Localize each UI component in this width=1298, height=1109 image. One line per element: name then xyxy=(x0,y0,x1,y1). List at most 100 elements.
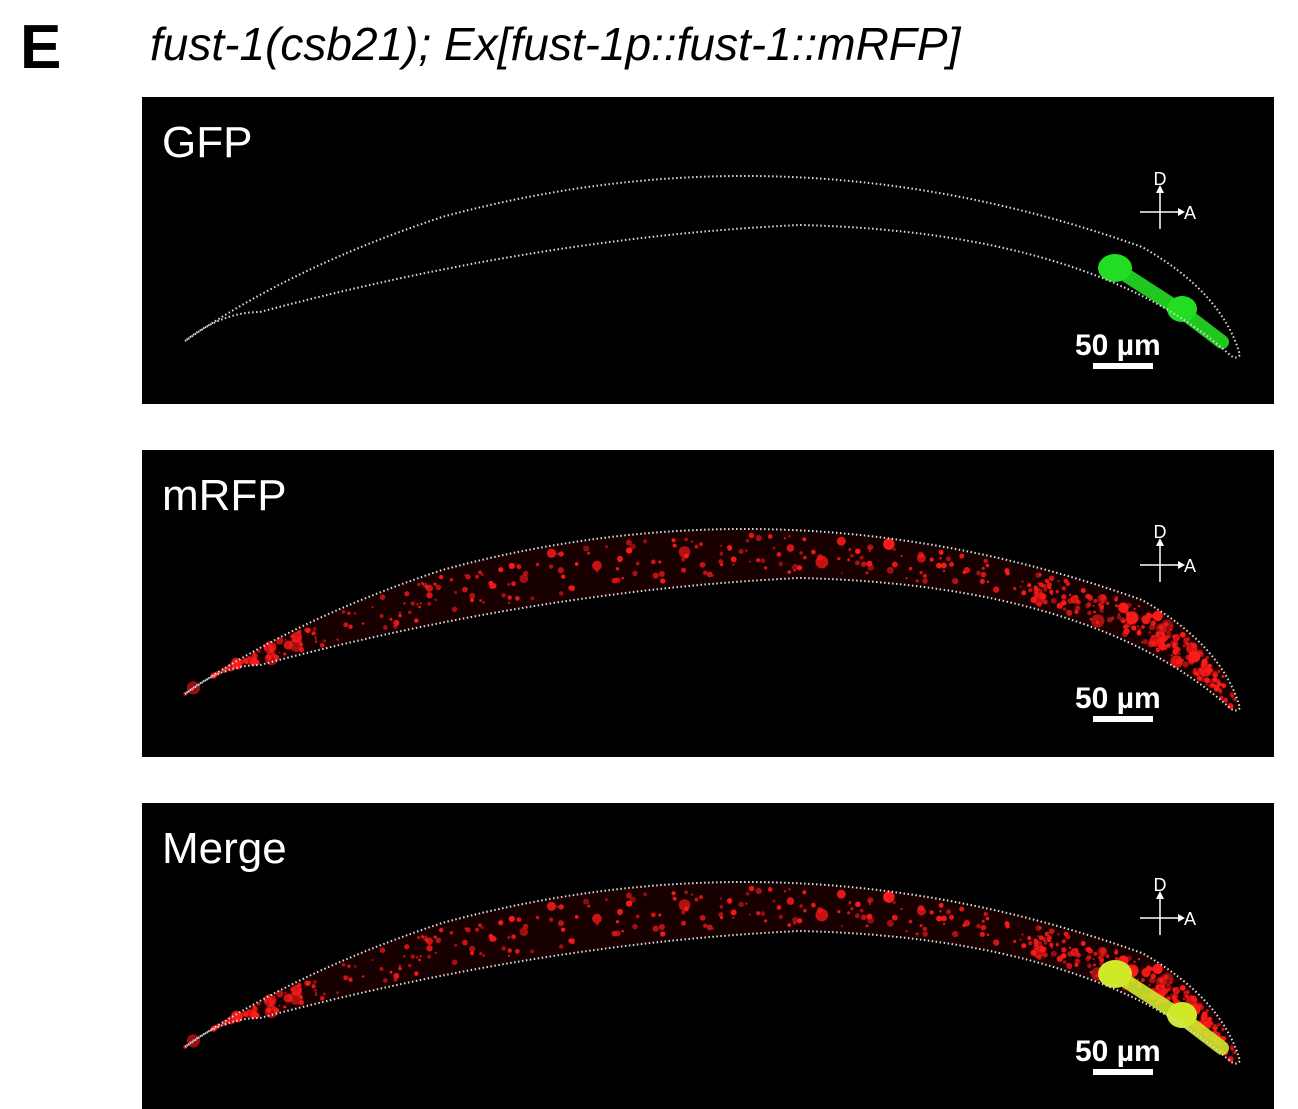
vesicle xyxy=(233,1016,240,1023)
vesicle xyxy=(507,601,511,604)
vesicle xyxy=(1067,951,1073,957)
vesicle xyxy=(1170,654,1174,657)
anterior-label: A xyxy=(1184,556,1196,576)
vesicle xyxy=(1221,674,1225,678)
vesicle xyxy=(1224,697,1227,700)
vesicle xyxy=(680,920,687,926)
vesicle xyxy=(1038,935,1044,941)
vesicle xyxy=(389,970,393,974)
vesicle xyxy=(379,613,384,618)
vesicle xyxy=(1067,598,1073,604)
vesicle xyxy=(1050,946,1054,949)
vesicle xyxy=(1133,607,1136,610)
vesicle xyxy=(1213,673,1218,678)
vesicle xyxy=(1043,588,1048,592)
vesicle xyxy=(1170,993,1176,999)
vesicle xyxy=(1193,668,1197,671)
panel-letter: E xyxy=(20,13,61,82)
vesicle xyxy=(939,556,942,560)
vesicle xyxy=(840,925,843,928)
vesicle xyxy=(507,582,511,587)
vesicle xyxy=(859,908,864,913)
vesicle xyxy=(398,964,401,967)
vesicle xyxy=(322,639,327,643)
vesicle xyxy=(1230,1047,1235,1052)
vesicle xyxy=(341,610,346,614)
vesicle xyxy=(1137,631,1142,636)
vesicle xyxy=(1044,578,1050,584)
vesicle xyxy=(427,954,432,959)
vesicle xyxy=(1221,1027,1225,1031)
vesicle xyxy=(718,559,724,565)
vesicle xyxy=(621,929,624,933)
vesicle xyxy=(247,1009,253,1015)
vesicle xyxy=(404,591,410,597)
vesicle xyxy=(587,904,591,908)
vesicle xyxy=(719,904,724,909)
vesicle xyxy=(347,964,351,968)
worm xyxy=(183,881,1240,1064)
channel-label: GFP xyxy=(162,118,252,167)
vesicle xyxy=(848,547,852,552)
vesicle xyxy=(936,562,943,569)
vesicle xyxy=(1212,684,1216,688)
vesicle xyxy=(454,943,458,947)
vesicle xyxy=(796,918,803,924)
vesicle xyxy=(772,546,776,550)
vesicle xyxy=(658,923,665,930)
vesicle xyxy=(1036,941,1043,948)
vesicle xyxy=(508,915,515,923)
vesicle xyxy=(629,896,636,903)
vesicle xyxy=(672,543,677,548)
vesicle xyxy=(1205,1009,1209,1013)
anterior-label: A xyxy=(1184,203,1196,223)
vesicle xyxy=(283,1005,287,1009)
vesicle xyxy=(799,551,803,555)
vesicle xyxy=(1021,933,1024,936)
vesicle xyxy=(1057,580,1060,583)
vesicle xyxy=(1037,949,1040,952)
vesicle xyxy=(1042,952,1048,958)
vesicle xyxy=(247,656,253,662)
vesicle xyxy=(252,657,258,663)
vesicle xyxy=(727,899,732,904)
vesicle xyxy=(480,925,484,930)
vesicle xyxy=(658,560,662,564)
vesicle xyxy=(592,913,602,924)
vesicle xyxy=(684,537,688,542)
vesicle xyxy=(732,563,735,566)
vesicle xyxy=(243,659,249,664)
vesicle xyxy=(507,954,511,957)
vesicle xyxy=(952,577,959,585)
vesicle xyxy=(755,534,762,542)
vesicle xyxy=(556,552,559,556)
vesicle xyxy=(939,909,942,913)
vesicle xyxy=(271,653,276,657)
vesicle xyxy=(516,564,522,570)
vesicle xyxy=(720,916,724,920)
vesicle xyxy=(308,981,311,985)
vesicle xyxy=(699,914,706,921)
vesicle xyxy=(767,887,773,892)
vesicle xyxy=(1213,1026,1218,1031)
vesicle xyxy=(1093,951,1098,957)
vesicle xyxy=(1166,643,1171,648)
vesicle xyxy=(1155,623,1167,634)
vesicle xyxy=(702,570,708,575)
vesicle xyxy=(283,652,287,656)
vesicle xyxy=(952,930,959,938)
vesicle xyxy=(867,916,875,924)
vesicle xyxy=(1182,997,1186,1001)
vesicle xyxy=(308,628,311,632)
vesicle xyxy=(243,1012,249,1017)
vesicle xyxy=(1149,623,1156,631)
vesicle xyxy=(949,561,955,567)
vesicle xyxy=(993,586,1000,593)
vesicle xyxy=(1185,654,1191,661)
vesicle xyxy=(1004,921,1010,927)
vesicle xyxy=(1013,586,1017,591)
vesicle xyxy=(462,939,468,946)
vesicle xyxy=(1028,587,1033,593)
vesicle xyxy=(417,582,421,587)
